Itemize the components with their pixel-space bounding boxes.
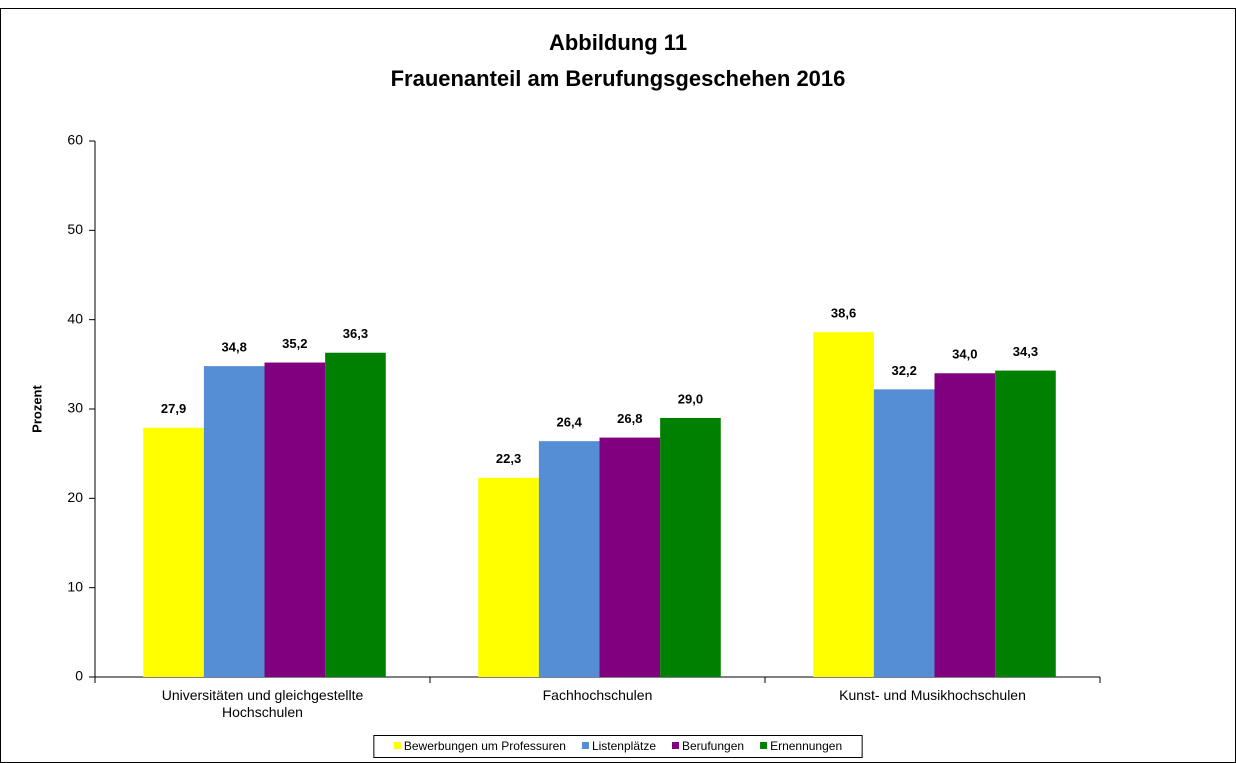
data-label: 26,4 [557, 415, 583, 430]
data-label: 35,2 [282, 336, 307, 351]
bar [995, 370, 1056, 677]
data-label: 29,0 [678, 391, 703, 406]
y-tick-label: 20 [67, 489, 83, 505]
bar [264, 362, 326, 677]
chart-title: Abbildung 11 [549, 30, 687, 55]
y-tick-label: 0 [75, 668, 83, 684]
legend-label: Bewerbungen um Professuren [404, 739, 566, 753]
y-tick-label: 40 [67, 310, 83, 326]
bar [934, 373, 996, 677]
bar [538, 441, 600, 677]
data-label: 34,8 [222, 340, 247, 355]
bar [599, 437, 661, 677]
y-tick-label: 30 [67, 400, 83, 416]
legend-swatch [581, 742, 589, 749]
bar [660, 417, 721, 677]
legend-swatch [393, 742, 401, 749]
bar [325, 352, 386, 677]
data-label: 32,2 [892, 363, 917, 378]
data-label: 34,0 [952, 347, 977, 362]
bar [143, 427, 204, 677]
y-tick-label: 50 [67, 221, 83, 237]
data-label: 34,3 [1013, 344, 1038, 359]
legend-label: Ernennungen [770, 739, 842, 753]
y-tick-label: 10 [67, 578, 83, 594]
y-axis-label: Prozent [29, 384, 44, 432]
bar [873, 389, 935, 677]
bar [203, 366, 265, 677]
data-label: 38,6 [831, 306, 856, 321]
legend-box [373, 735, 863, 758]
y-tick-label: 60 [67, 132, 83, 148]
x-tick-label: Fachhochschulen [542, 687, 653, 703]
chart-subtitle: Frauenanteil am Berufungsgeschehen 2016 [391, 66, 846, 91]
bar [813, 332, 874, 677]
data-label: 26,8 [617, 411, 642, 426]
data-label: 27,9 [161, 401, 186, 416]
legend-swatch [760, 742, 768, 749]
x-tick-label: Kunst- und Musikhochschulen [839, 687, 1026, 703]
x-tick-label: Universitäten und gleichgestellte Hochsc… [161, 687, 364, 720]
legend-label: Listenplätze [592, 739, 656, 753]
bar [478, 477, 539, 677]
legend-label: Berufungen [682, 739, 744, 753]
legend-swatch [672, 742, 679, 749]
data-label: 22,3 [496, 451, 521, 466]
data-label: 36,3 [343, 326, 368, 341]
